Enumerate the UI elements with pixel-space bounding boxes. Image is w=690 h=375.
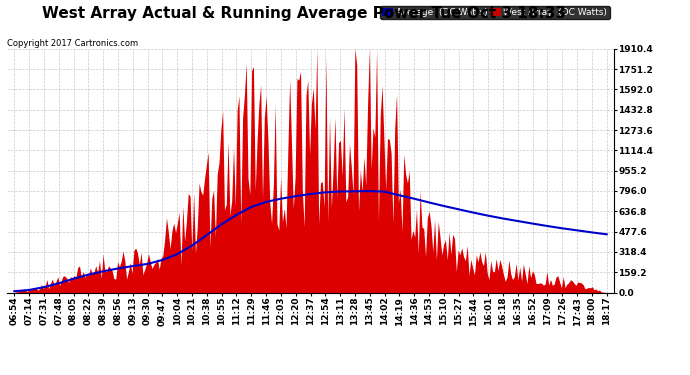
Text: West Array Actual & Running Average Power Tue Oct 3 18:33: West Array Actual & Running Average Powe…	[41, 6, 566, 21]
Legend: Average  (DC Watts), West Array  (DC Watts): Average (DC Watts), West Array (DC Watts…	[380, 6, 609, 19]
Text: Copyright 2017 Cartronics.com: Copyright 2017 Cartronics.com	[7, 39, 138, 48]
